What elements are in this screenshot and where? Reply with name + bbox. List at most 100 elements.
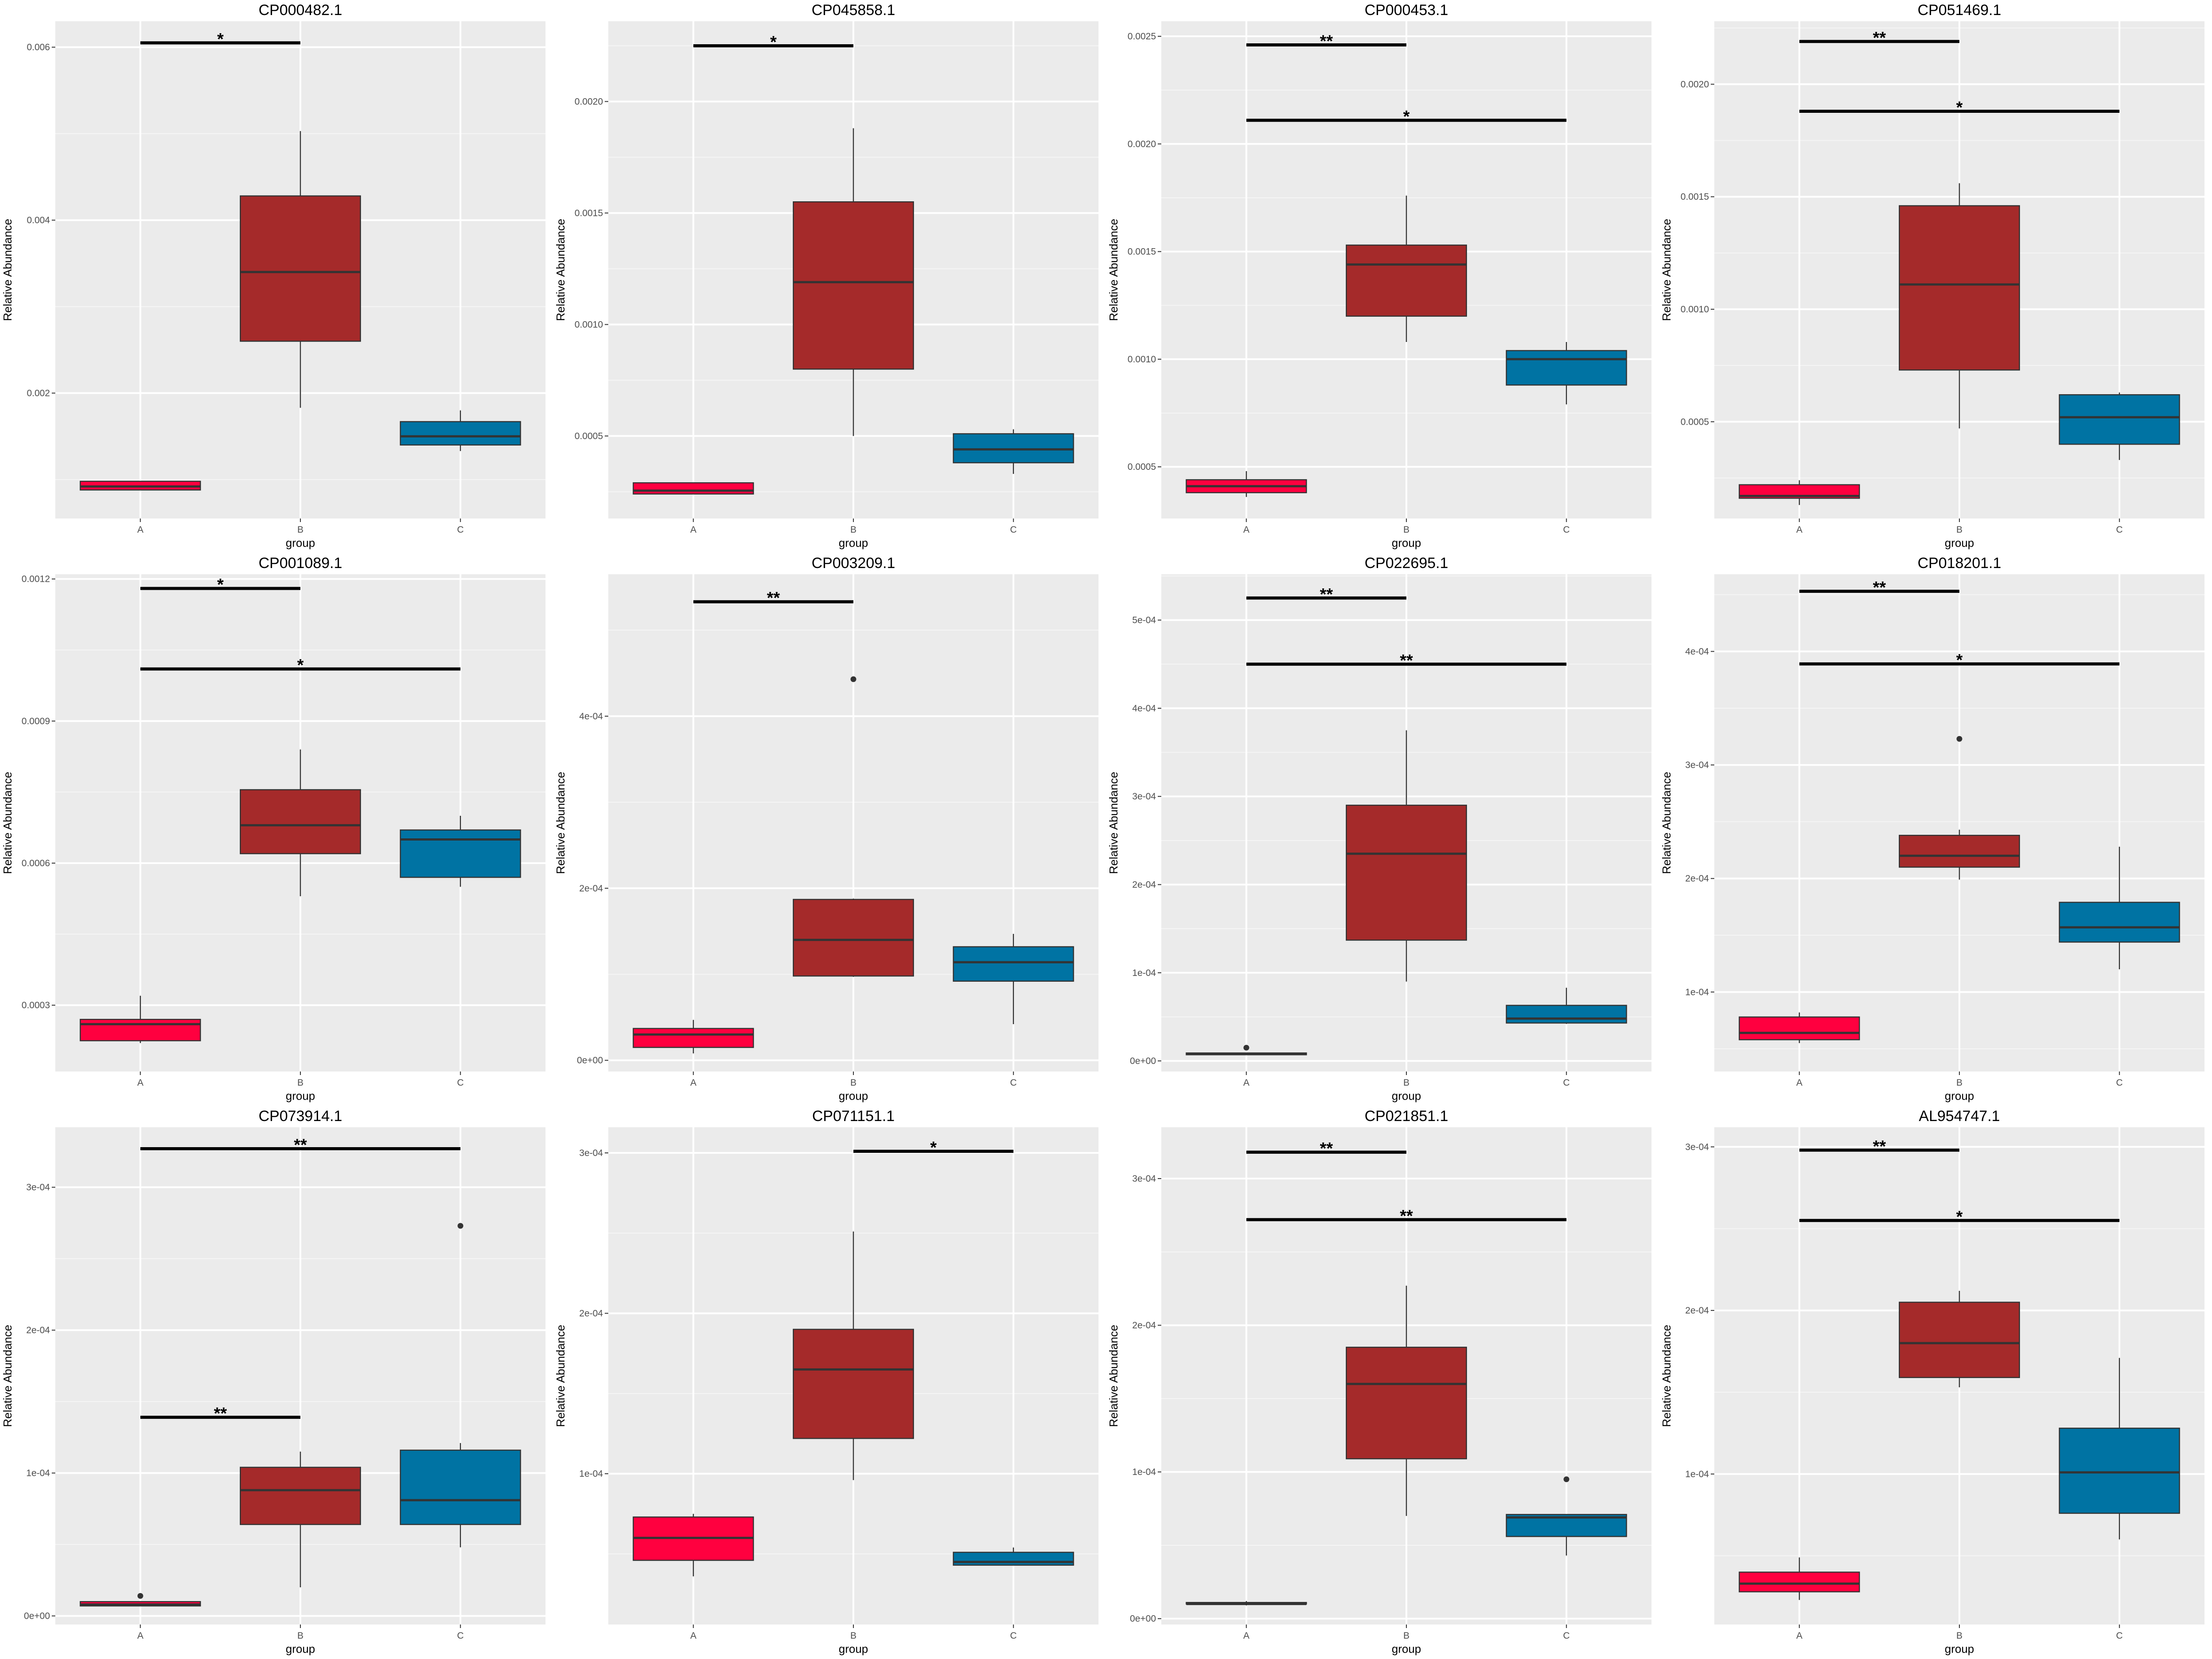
box-A [633, 482, 754, 495]
chart-svg: CP071151.1 1e-04 2e-04 3e-04 A B C * group Relati… [554, 1108, 1098, 1655]
x-tick-label: C [457, 1078, 464, 1088]
panel-title: CP018201.1 [1917, 555, 2001, 572]
box-iqr [1899, 1302, 2020, 1378]
y-axis-label: Relative Abundance [1660, 772, 1673, 874]
chart-svg: CP000482.1 0.002 0.004 0.006 A B C * group Relati… [1, 2, 545, 549]
x-tick-label: A [1243, 1631, 1249, 1641]
y-tick-label: 2e-04 [1685, 1306, 1709, 1316]
x-axis-label: group [1392, 536, 1421, 549]
box-C [2058, 392, 2180, 460]
chart-svg: CP000453.1 0.0005 0.0010 0.0015 0.0020 0.0025… [1107, 2, 1651, 549]
y-tick-label: 0.006 [27, 42, 50, 53]
box-B [1899, 1290, 2020, 1387]
x-axis-label: group [1945, 1642, 1974, 1655]
box-C [1505, 342, 1627, 405]
x-tick-label: B [850, 1078, 856, 1088]
box-iqr [1505, 350, 1627, 386]
x-tick-label: A [1796, 525, 1802, 535]
y-tick-label: 0.0025 [1128, 31, 1156, 42]
chart-panel-CP003209.1: CP003209.1 0e+00 2e-04 4e-04 A B C ** group Relat… [553, 553, 1106, 1106]
y-tick-label: 0.0005 [1128, 462, 1156, 472]
box-C [399, 815, 521, 887]
chart-svg: CP045858.1 0.0005 0.0010 0.0015 0.0020 A B C * gr… [554, 2, 1098, 549]
significance-label: * [297, 656, 304, 675]
y-tick-label: 0e+00 [1130, 1614, 1156, 1624]
box-C [1505, 1476, 1627, 1556]
y-tick-label: 4e-04 [579, 711, 603, 722]
y-tick-label: 1e-04 [1132, 1467, 1156, 1477]
outlier-point [1956, 736, 1962, 742]
box-A [80, 480, 201, 491]
y-tick-label: 3e-04 [26, 1183, 50, 1193]
y-tick-label: 3e-04 [1685, 1142, 1709, 1152]
y-tick-label: 0.0012 [22, 574, 50, 584]
x-axis-label: group [286, 1642, 315, 1655]
y-axis-label: Relative Abundance [1107, 772, 1120, 874]
y-tick-label: 0.0006 [22, 858, 50, 868]
chart-panel-CP018201.1: CP018201.1 1e-04 2e-04 3e-04 4e-04 A B C ** * grou… [1659, 553, 2212, 1106]
panel-title: CP000482.1 [258, 2, 342, 19]
panel-title: CP021851.1 [1364, 1108, 1448, 1125]
panel-title: CP003209.1 [811, 555, 895, 572]
x-axis-label: group [1392, 1089, 1421, 1102]
x-tick-label: C [1563, 1078, 1570, 1088]
chart-panel-CP021851.1: CP021851.1 0e+00 1e-04 2e-04 3e-04 A B C ** ** gro… [1106, 1106, 1659, 1659]
significance-label: ** [1873, 29, 1886, 47]
significance-label: * [217, 576, 224, 594]
outlier-point [457, 1223, 464, 1229]
significance-label: ** [1320, 1139, 1333, 1158]
panel-title: CP001089.1 [258, 555, 342, 572]
x-tick-label: B [297, 1631, 303, 1641]
x-axis-label: group [839, 1089, 868, 1102]
significance-label: ** [767, 589, 780, 607]
y-tick-label: 0.0010 [1128, 354, 1156, 365]
y-tick-label: 0.0010 [1681, 304, 1709, 315]
x-tick-label: A [1796, 1078, 1802, 1088]
box-iqr [399, 829, 521, 878]
y-tick-label: 0e+00 [577, 1056, 603, 1066]
x-tick-label: C [457, 1631, 464, 1641]
chart-panel-CP022695.1: CP022695.1 0e+00 1e-04 2e-04 3e-04 4e-04 5e-04… [1106, 553, 1659, 1106]
x-axis-label: group [286, 1089, 315, 1102]
chart-svg: CP001089.1 0.0003 0.0006 0.0009 0.0012 A B C * * g… [1, 555, 545, 1102]
chart-panel-CP000482.1: CP000482.1 0.002 0.004 0.006 A B C * group Relati… [0, 0, 553, 553]
chart-panel-CP000453.1: CP000453.1 0.0005 0.0010 0.0015 0.0020 0.0025… [1106, 0, 1659, 553]
box-iqr [1346, 804, 1467, 941]
box-iqr [793, 201, 914, 370]
y-tick-label: 2e-04 [26, 1325, 50, 1336]
box-iqr [952, 1551, 1074, 1566]
y-axis-label: Relative Abundance [1660, 219, 1673, 321]
panel-title: CP071151.1 [812, 1108, 895, 1125]
x-axis-label: group [286, 536, 315, 549]
box-B [1346, 1286, 1467, 1516]
box-iqr [1739, 1016, 1860, 1041]
x-axis-label: group [839, 1642, 868, 1655]
x-tick-label: C [2116, 1631, 2123, 1641]
outlier-point [137, 1593, 143, 1599]
y-tick-label: 2e-04 [579, 883, 603, 894]
y-tick-label: 3e-04 [579, 1148, 603, 1158]
box-C [2058, 846, 2180, 970]
box-B [1346, 196, 1467, 342]
y-tick-label: 0.0005 [575, 431, 603, 442]
box-iqr [952, 433, 1074, 464]
y-axis-label: Relative Abundance [1, 772, 14, 874]
y-axis-label: Relative Abundance [1107, 1325, 1120, 1427]
x-tick-label: C [1010, 525, 1017, 535]
box-iqr [1346, 244, 1467, 317]
y-tick-label: 1e-04 [1685, 1469, 1709, 1479]
box-A [1739, 480, 1860, 505]
significance-label: ** [1873, 578, 1886, 597]
box-iqr [1505, 1005, 1627, 1024]
box-A [1186, 471, 1307, 497]
box-A [1186, 1045, 1307, 1056]
chart-svg: CP003209.1 0e+00 2e-04 4e-04 A B C ** group Relat… [554, 555, 1098, 1102]
significance-label: ** [1320, 585, 1333, 604]
box-iqr [793, 899, 914, 977]
significance-label: ** [294, 1136, 307, 1154]
box-B [793, 676, 914, 977]
y-tick-label: 0.0015 [575, 208, 603, 218]
significance-label: ** [1400, 1207, 1413, 1225]
x-tick-label: C [2116, 1078, 2123, 1088]
